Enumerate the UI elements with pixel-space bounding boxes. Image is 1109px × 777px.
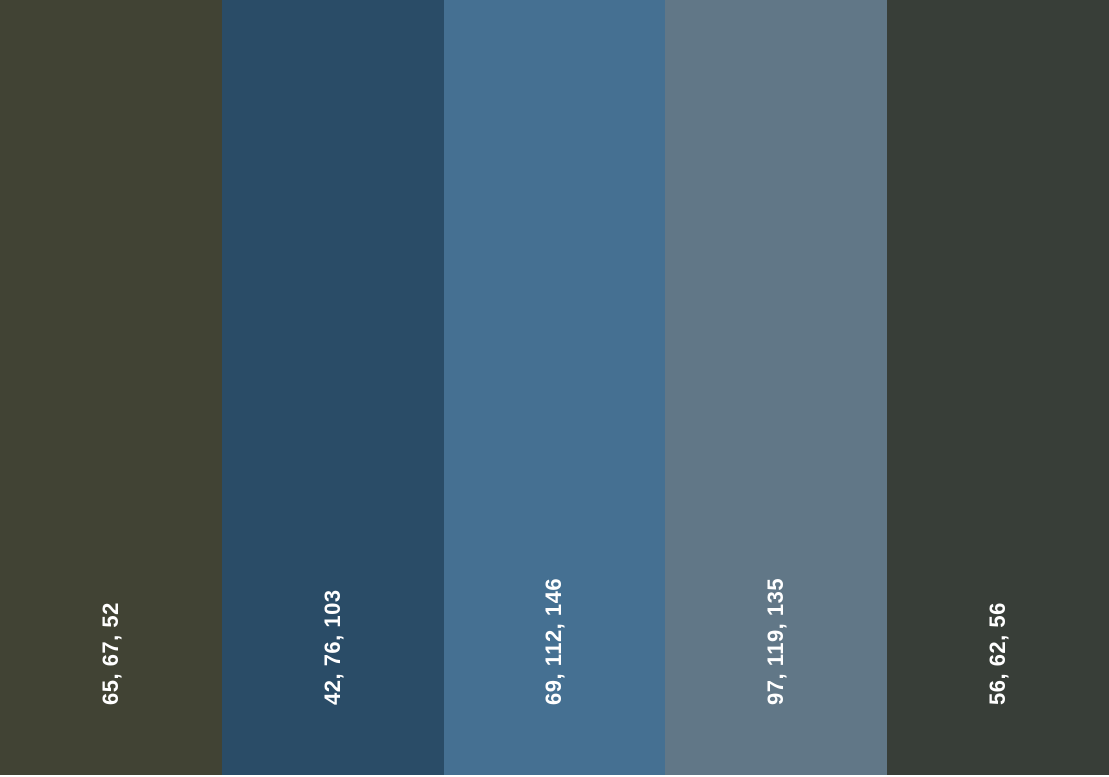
swatch-rgb-label: 97, 119, 135 xyxy=(763,577,789,705)
color-swatch-4: 97, 119, 135 xyxy=(665,0,888,775)
color-swatch-2: 42, 76, 103 xyxy=(221,0,444,775)
swatch-rgb-label: 56, 62, 56 xyxy=(985,602,1011,705)
swatch-rgb-label: 42, 76, 103 xyxy=(319,589,345,705)
color-swatch-1: 65, 67, 52 xyxy=(0,0,222,775)
swatch-rgb-label: 69, 112, 146 xyxy=(541,577,567,705)
swatch-rgb-label: 65, 67, 52 xyxy=(97,602,123,705)
color-swatch-3: 69, 112, 146 xyxy=(443,0,666,775)
color-swatch-5: 56, 62, 56 xyxy=(887,0,1109,775)
